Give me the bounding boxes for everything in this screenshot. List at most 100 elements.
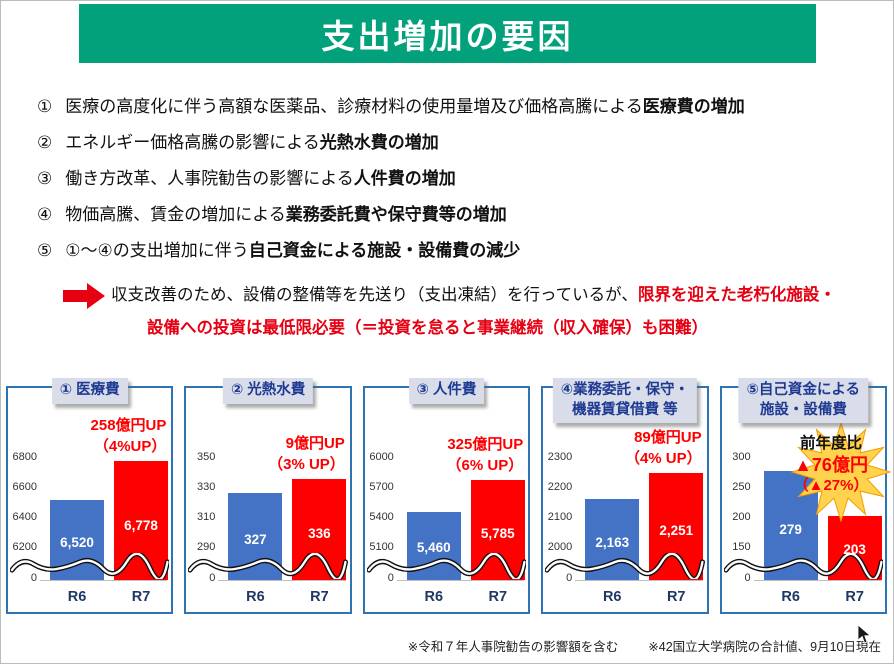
category-label: R6 bbox=[602, 589, 622, 605]
footnote-2: ※42国立大学病院の合計値、9月10日現在 bbox=[648, 640, 881, 654]
factor-text-emphasis: 医療費の増加 bbox=[642, 97, 745, 116]
category-label: R6 bbox=[67, 589, 87, 605]
category-label: R7 bbox=[488, 589, 508, 605]
category-label: R6 bbox=[246, 589, 265, 605]
increase-annotation: 325億円UP （6% UP） bbox=[446, 435, 524, 474]
bar-r7 bbox=[114, 461, 168, 580]
axis-break-wave bbox=[723, 553, 884, 579]
y-axis-tick-label: 6200 bbox=[12, 541, 37, 553]
mouse-cursor-icon bbox=[857, 625, 871, 644]
chart-title: ③ 人件費 bbox=[408, 378, 485, 404]
y-axis-tick-label: 2200 bbox=[547, 481, 573, 493]
chart-title: ④業務委託・保守・ 機器賃貸借費 等 bbox=[552, 378, 698, 424]
y-axis-zero-label: 0 bbox=[744, 572, 751, 584]
y-axis-tick-label: 300 bbox=[732, 451, 751, 463]
factor-text: 働き方改革、人事院勧告の影響による bbox=[65, 169, 354, 188]
y-axis-tick-label: 290 bbox=[197, 541, 216, 553]
chart-box-medical-costs: ① 医療費 6800 6600 6400 6200 0 6,520 R6 6,778 R7 258億… bbox=[6, 378, 174, 614]
note-text-red: 設備への投資は最低限必要（＝投資を怠ると事業継続（収入確保）も困難） bbox=[147, 319, 708, 337]
factor-text: 物価高騰、賃金の増加による bbox=[65, 205, 286, 224]
y-axis-tick-label: 6400 bbox=[12, 511, 37, 523]
category-label: R7 bbox=[845, 589, 864, 605]
bar-value-label: 279 bbox=[779, 521, 802, 537]
bar-value-label: 5,785 bbox=[480, 525, 515, 541]
factor-text: エネルギー価格高騰の影響による bbox=[65, 133, 320, 152]
charts-row: ① 医療費 6800 6600 6400 6200 0 6,520 R6 6,778 R7 258億… bbox=[6, 378, 892, 614]
factor-item-2: ② エネルギー価格高騰の影響による光熱水費の増加 bbox=[37, 125, 881, 161]
note-text-red: 限界を迎えた老朽化施設・ bbox=[637, 286, 836, 304]
bar-value-label: 5,460 bbox=[416, 540, 451, 556]
bar-r7 bbox=[649, 472, 704, 580]
factor-list: ① 医療の高度化に伴う高額な医薬品、診療材料の使用量増及び価格高騰による医療費の増… bbox=[37, 89, 881, 269]
y-axis-zero-label: 0 bbox=[566, 572, 573, 584]
y-axis-zero-label: 0 bbox=[387, 572, 394, 584]
category-label: R7 bbox=[131, 589, 151, 605]
bar-value-label: 6,520 bbox=[60, 535, 94, 550]
y-axis-tick-label: 150 bbox=[732, 541, 751, 553]
y-axis-tick-label: 6800 bbox=[12, 451, 37, 463]
chart-title: ② 光熱水費 bbox=[222, 378, 314, 404]
increase-annotation: 258億円UP （4%UP） bbox=[90, 417, 167, 456]
chart-title: ① 医療費 bbox=[51, 378, 128, 404]
starburst-icon bbox=[791, 422, 892, 522]
x-axis-line bbox=[753, 580, 882, 581]
y-axis-zero-label: 0 bbox=[30, 572, 37, 584]
x-axis-line bbox=[218, 580, 346, 581]
decrease-annotation: 前年度比 ▲76億円 （▲27%） bbox=[773, 434, 889, 496]
factor-item-3: ③ 働き方改革、人事院勧告の影響による人件費の増加 bbox=[37, 161, 881, 197]
y-axis-tick-label: 2300 bbox=[547, 451, 573, 463]
y-axis-tick-label: 200 bbox=[732, 511, 751, 523]
increase-annotation: 9億円UP （3% UP） bbox=[268, 435, 345, 473]
factor-number: ③ bbox=[37, 169, 53, 188]
y-axis-tick-label: 350 bbox=[197, 451, 216, 463]
y-axis-tick-label: 5100 bbox=[369, 541, 394, 553]
page-title: 支出増加の要因 bbox=[321, 17, 574, 55]
chart-box-outsourcing: ④業務委託・保守・ 機器賃貸借費 等 2300 2200 2100 2000 0 2,163 R… bbox=[541, 378, 709, 614]
y-axis-tick-label: 250 bbox=[732, 481, 751, 493]
y-axis-zero-label: 0 bbox=[209, 572, 216, 584]
axis-break-wave bbox=[10, 553, 170, 579]
x-axis-line bbox=[40, 580, 168, 581]
factor-text: ①～④の支出増加に伴う bbox=[65, 241, 249, 260]
category-label: R6 bbox=[424, 589, 444, 605]
chart-box-utilities: ② 光熱水費 350 330 310 290 0 327 R6 336 R7 9億円UP （3% UP… bbox=[184, 378, 352, 614]
bar-value-label: 6,778 bbox=[124, 517, 158, 533]
y-axis-tick-label: 2000 bbox=[547, 541, 573, 553]
factor-text-emphasis: 人件費の増加 bbox=[353, 169, 456, 188]
bar-value-label: 2,251 bbox=[659, 522, 694, 538]
annotation-prefix: 前年度比 bbox=[800, 435, 863, 452]
right-block-arrow-icon bbox=[63, 283, 105, 309]
y-axis-tick-label: 5700 bbox=[369, 481, 394, 493]
factor-item-4: ④ 物価高騰、賃金の増加による業務委託費や保守費等の増加 bbox=[37, 197, 881, 233]
x-axis-line bbox=[396, 580, 525, 581]
category-label: R7 bbox=[310, 589, 329, 605]
axis-break-wave bbox=[188, 553, 348, 579]
bar-value-label: 203 bbox=[843, 542, 866, 558]
y-axis-tick-label: 310 bbox=[197, 511, 216, 523]
annotation-amount: ▲76億円 bbox=[794, 455, 868, 475]
chart-box-personnel: ③ 人件費 6000 5700 5400 5100 0 5,460 R6 5,785 R7 325億… bbox=[362, 378, 531, 614]
bar-value-label: 336 bbox=[308, 525, 331, 541]
footnote-1: ※令和７年人事院勧告の影響額を含む bbox=[407, 640, 619, 654]
y-axis-tick-label: 330 bbox=[197, 481, 216, 493]
title-banner: 支出増加の要因 bbox=[79, 4, 816, 63]
category-label: R7 bbox=[666, 589, 686, 605]
increase-annotation: 89億円UP （4% UP） bbox=[624, 428, 702, 467]
factor-number: ② bbox=[37, 133, 53, 152]
factor-text-emphasis: 業務委託費や保守費等の増加 bbox=[285, 205, 507, 224]
factor-text: 医療の高度化に伴う高額な医薬品、診療材料の使用量増及び価格高騰による bbox=[65, 97, 643, 116]
factor-item-1: ① 医療の高度化に伴う高額な医薬品、診療材料の使用量増及び価格高騰による医療費の増… bbox=[37, 89, 881, 125]
bar-value-label: 327 bbox=[244, 531, 267, 547]
factor-number: ① bbox=[37, 97, 53, 116]
category-label: R6 bbox=[781, 589, 800, 605]
factor-text-emphasis: 自己資金による施設・設備費の減少 bbox=[248, 241, 521, 260]
axis-break-wave bbox=[545, 553, 705, 579]
factor-item-5: ⑤ ①～④の支出増加に伴う自己資金による施設・設備費の減少 bbox=[37, 233, 881, 269]
footnotes: ※令和７年人事院勧告の影響額を含む ※42国立大学病院の合計値、9月10日現在 bbox=[408, 636, 881, 655]
note-line-2: 設備への投資は最低限必要（＝投資を怠ると事業継続（収入確保）も困難） bbox=[147, 317, 708, 339]
y-axis-tick-label: 5400 bbox=[369, 511, 394, 523]
y-axis-tick-label: 6000 bbox=[369, 451, 394, 463]
bar-value-label: 2,163 bbox=[595, 534, 630, 550]
factor-number: ④ bbox=[37, 205, 53, 224]
y-axis-tick-label: 6600 bbox=[12, 481, 37, 493]
